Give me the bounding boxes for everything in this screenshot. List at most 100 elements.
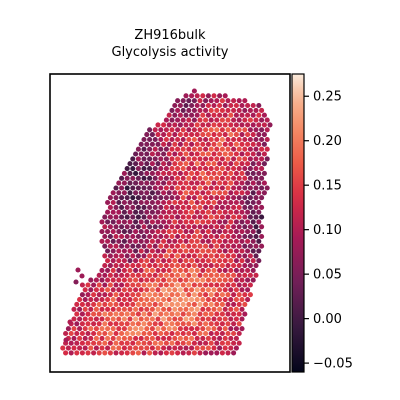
tissue-spot <box>116 316 122 322</box>
tissue-spot <box>239 326 245 332</box>
tissue-spot <box>163 224 169 230</box>
tissue-spot <box>225 156 231 162</box>
tissue-spot <box>203 127 209 133</box>
tissue-spot <box>208 107 214 113</box>
tissue-spot <box>222 229 228 235</box>
tissue-spot <box>105 306 111 312</box>
tissue-spot <box>88 306 94 312</box>
tissue-spot <box>180 98 186 104</box>
tissue-spot <box>242 146 248 152</box>
tissue-spot <box>250 267 256 273</box>
tissue-spot <box>177 141 183 147</box>
tissue-spot <box>247 185 253 191</box>
tissue-spot <box>205 248 211 254</box>
tissue-spot <box>163 301 169 307</box>
tissue-spot <box>245 277 251 283</box>
tissue-spot <box>133 267 139 273</box>
tissue-spot <box>186 107 192 113</box>
tissue-spot <box>105 335 111 341</box>
tissue-spot <box>217 209 223 215</box>
tissue-spot <box>169 292 175 298</box>
tissue-spot <box>141 214 147 220</box>
tissue-spot <box>203 156 209 162</box>
tissue-spot <box>208 340 214 346</box>
tissue-spot <box>163 340 169 346</box>
tissue-spot <box>245 229 251 235</box>
tissue-spot <box>264 127 270 133</box>
tissue-spot <box>141 243 147 249</box>
tissue-spot <box>242 156 248 162</box>
tissue-spot <box>96 311 102 317</box>
tissue-spot <box>222 170 228 176</box>
tissue-spot <box>203 146 209 152</box>
tissue-spot <box>113 233 119 240</box>
tissue-spot <box>144 306 150 312</box>
tissue-spot <box>82 316 88 322</box>
tissue-spot <box>197 127 203 133</box>
tissue-spot <box>124 166 130 172</box>
tissue-spot <box>231 224 237 230</box>
tissue-spot <box>85 301 91 307</box>
tissue-spot <box>141 272 147 278</box>
tissue-spot <box>256 258 262 264</box>
tissue-spot <box>225 185 231 191</box>
tissue-spot <box>172 287 178 293</box>
tissue-spot <box>116 209 122 215</box>
tissue-spot <box>113 272 119 278</box>
tissue-spot <box>141 146 147 152</box>
tissue-spot <box>107 340 113 346</box>
tissue-spot <box>180 214 186 220</box>
tissue-spot <box>135 204 141 210</box>
tissue-spot <box>166 170 172 176</box>
tissue-spot <box>225 195 231 201</box>
tissue-spot <box>107 321 113 327</box>
tissue-spot <box>141 350 147 356</box>
tissue-spot <box>144 287 150 293</box>
tissue-spot <box>166 267 172 273</box>
tissue-spot <box>191 214 197 220</box>
tissue-spot <box>261 190 267 196</box>
tissue-spot <box>141 330 147 337</box>
tissue-spot <box>233 326 239 332</box>
tissue-spot <box>208 214 214 220</box>
tissue-spot <box>214 233 220 240</box>
tissue-spot <box>105 209 111 215</box>
tissue-spot <box>175 195 181 201</box>
tissue-spot <box>110 287 116 293</box>
tissue-spot <box>163 321 169 327</box>
tissue-spot <box>155 170 161 176</box>
tissue-spot <box>144 335 150 341</box>
tissue-spot <box>130 340 136 346</box>
tissue-spot <box>175 127 181 133</box>
tissue-spot <box>121 258 127 264</box>
tissue-spot <box>211 238 217 244</box>
tissue-spot <box>91 301 97 307</box>
tissue-spot <box>135 195 141 201</box>
tissue-spot <box>158 350 164 356</box>
tissue-spot <box>93 326 99 332</box>
tissue-spot <box>144 170 150 176</box>
tissue-spot <box>247 214 253 220</box>
tissue-spot <box>180 233 186 240</box>
tissue-spot <box>222 161 228 167</box>
tissue-spot <box>233 287 239 293</box>
tissue-spot <box>186 146 192 152</box>
tissue-spot <box>236 117 242 123</box>
tissue-spot <box>203 175 209 181</box>
tissue-spot <box>175 166 181 172</box>
tissue-spot <box>74 330 80 337</box>
tissue-spot <box>247 175 253 181</box>
tissue-spot <box>91 321 97 327</box>
tissue-spot <box>219 204 225 210</box>
tissue-spot <box>172 141 178 147</box>
tissue-spot <box>124 292 130 298</box>
tissue-spot <box>135 175 141 181</box>
tissue-spot <box>203 311 209 317</box>
tissue-spot <box>191 166 197 172</box>
tissue-spot <box>82 326 88 332</box>
tissue-spot <box>225 311 231 317</box>
tissue-spot <box>135 156 141 162</box>
tissue-spot <box>166 151 172 157</box>
tissue-spot <box>135 214 141 220</box>
tissue-spot <box>219 214 225 220</box>
